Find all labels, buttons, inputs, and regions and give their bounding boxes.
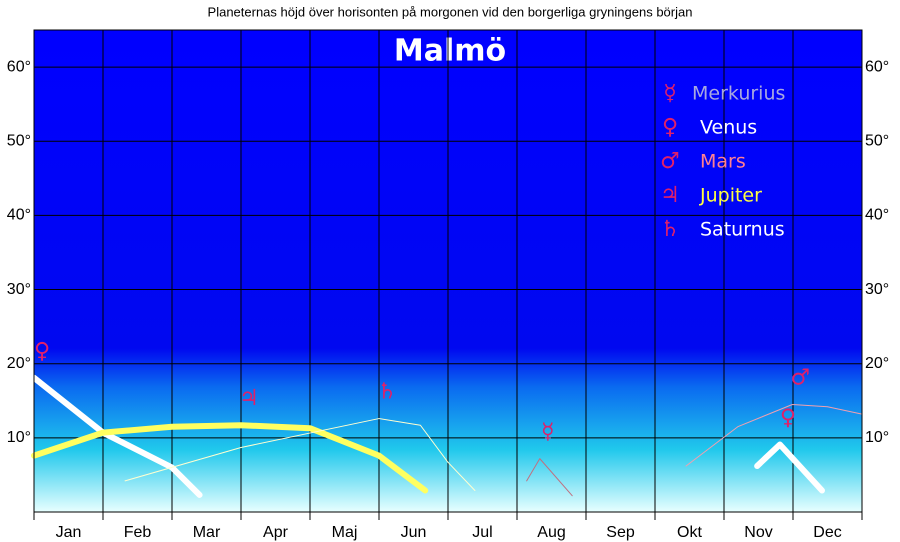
series-line — [124, 418, 476, 491]
y-tick-label-right: 40° — [865, 207, 889, 224]
legend-label: Saturnus — [700, 219, 785, 241]
x-tick-label: Jun — [401, 524, 427, 541]
x-tick-label: Mar — [193, 524, 221, 541]
x-tick-label: Nov — [744, 524, 772, 541]
series-line — [754, 441, 825, 494]
y-tick-label-right: 30° — [865, 281, 889, 298]
x-tick-label: Apr — [263, 524, 289, 541]
x-tick-label: Okt — [677, 524, 702, 541]
planet-symbol: ☿ — [541, 420, 555, 445]
legend-label: Jupiter — [699, 185, 762, 207]
series-line — [31, 422, 429, 494]
y-tick-label: 20° — [7, 355, 31, 372]
x-tick-label: Maj — [332, 524, 358, 541]
x-tick-label: Feb — [124, 524, 152, 541]
planet-symbol: ♃ — [239, 386, 259, 411]
x-tick-label: Aug — [537, 524, 565, 541]
legend-label: Venus — [700, 117, 757, 139]
y-tick-label-right: 60° — [865, 58, 889, 75]
planet-symbol: ♂ — [790, 365, 810, 390]
x-tick-label: Sep — [606, 524, 635, 541]
y-tick-label-right: 10° — [865, 429, 889, 446]
y-tick-label: 40° — [7, 207, 31, 224]
planet-symbol: ♀ — [34, 339, 50, 364]
y-tick-label: 10° — [7, 429, 31, 446]
y-tick-label: 30° — [7, 281, 31, 298]
chart-subtitle: Malmö — [394, 34, 506, 69]
series-line — [31, 374, 203, 498]
y-tick-label-right: 50° — [865, 132, 889, 149]
chart-title: Planeternas höjd över horisonten på morg… — [208, 4, 693, 19]
x-tick-label: Jan — [56, 524, 82, 541]
y-tick-label-right: 20° — [865, 355, 889, 372]
x-tick-label: Jul — [472, 524, 492, 541]
legend-symbol: ♄ — [660, 217, 680, 242]
planet-symbol: ♄ — [377, 380, 397, 405]
series-line — [685, 403, 863, 467]
planet-symbol: ♀ — [780, 406, 796, 431]
y-tick-label: 50° — [7, 132, 31, 149]
legend-label: Merkurius — [692, 83, 785, 105]
legend-symbol: ♃ — [660, 183, 680, 208]
legend-label: Mars — [700, 151, 746, 173]
series-line — [526, 458, 573, 497]
legend-symbol: ♀ — [662, 115, 678, 140]
x-tick-label: Dec — [813, 524, 841, 541]
legend-symbol: ♂ — [660, 149, 680, 174]
legend-symbol: ☿ — [663, 81, 677, 106]
y-tick-label: 60° — [7, 58, 31, 75]
